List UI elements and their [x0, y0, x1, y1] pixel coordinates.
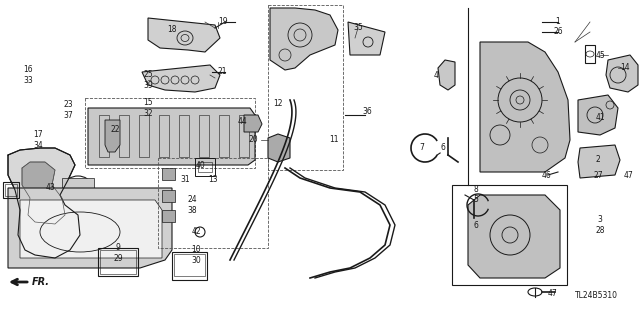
- Bar: [199, 115, 209, 157]
- Text: 8: 8: [474, 186, 478, 195]
- Text: 9
29: 9 29: [113, 243, 123, 263]
- Polygon shape: [162, 210, 175, 222]
- Text: 22: 22: [110, 125, 120, 135]
- Text: 12: 12: [273, 100, 283, 108]
- Bar: [159, 115, 169, 157]
- Bar: [585, 45, 595, 63]
- Text: 43: 43: [45, 183, 55, 192]
- Polygon shape: [148, 18, 220, 52]
- Polygon shape: [348, 22, 385, 55]
- Bar: [158, 158, 268, 248]
- Text: 40: 40: [195, 160, 205, 169]
- Text: 13: 13: [208, 175, 218, 184]
- Text: 4: 4: [433, 70, 438, 79]
- Polygon shape: [8, 148, 80, 258]
- Bar: [452, 185, 567, 285]
- Polygon shape: [578, 95, 618, 135]
- Bar: [139, 115, 149, 157]
- Bar: [179, 115, 189, 157]
- Text: 42: 42: [191, 227, 201, 236]
- Text: 10
30: 10 30: [191, 245, 201, 265]
- Bar: [5, 184, 17, 196]
- Text: 25
39: 25 39: [143, 70, 153, 90]
- Text: 5: 5: [474, 196, 479, 204]
- Polygon shape: [578, 145, 620, 178]
- Text: 36: 36: [362, 108, 372, 116]
- Bar: [3, 182, 19, 198]
- Text: 6: 6: [440, 144, 445, 152]
- Text: 27: 27: [593, 170, 603, 180]
- Polygon shape: [20, 200, 162, 258]
- Polygon shape: [62, 178, 94, 192]
- Text: 47: 47: [548, 288, 558, 298]
- Text: 47: 47: [623, 170, 633, 180]
- Polygon shape: [606, 55, 638, 92]
- Text: 35: 35: [353, 24, 363, 33]
- Polygon shape: [142, 65, 220, 92]
- Bar: [85, 98, 255, 168]
- Bar: [119, 115, 129, 157]
- Polygon shape: [438, 60, 455, 90]
- Text: FR.: FR.: [32, 277, 50, 287]
- Text: 7: 7: [420, 144, 424, 152]
- Text: 20: 20: [248, 136, 258, 145]
- Polygon shape: [244, 115, 262, 132]
- Bar: [198, 162, 212, 172]
- Text: 23
37: 23 37: [63, 100, 73, 120]
- Polygon shape: [105, 120, 120, 152]
- Bar: [172, 252, 207, 280]
- Bar: [98, 248, 138, 276]
- Text: 21: 21: [218, 68, 227, 77]
- Text: 15
32: 15 32: [143, 98, 153, 118]
- Text: 2: 2: [596, 155, 600, 165]
- Text: 18: 18: [167, 26, 177, 34]
- Polygon shape: [22, 162, 65, 224]
- Polygon shape: [88, 108, 255, 165]
- Polygon shape: [468, 195, 560, 278]
- Text: 19: 19: [218, 18, 228, 26]
- Text: 46: 46: [542, 170, 552, 180]
- Bar: [100, 250, 136, 274]
- Text: 26: 26: [553, 27, 563, 36]
- Text: 44: 44: [238, 117, 248, 127]
- Bar: [219, 115, 229, 157]
- Text: 11: 11: [329, 136, 339, 145]
- Text: 1: 1: [556, 18, 561, 26]
- Text: 14: 14: [620, 63, 630, 72]
- Text: 3
28: 3 28: [595, 215, 605, 235]
- Polygon shape: [162, 190, 175, 202]
- Bar: [268, 5, 343, 170]
- Text: 31: 31: [180, 175, 190, 184]
- Polygon shape: [8, 188, 172, 268]
- Bar: [195, 158, 215, 176]
- Text: 41: 41: [595, 114, 605, 122]
- Text: 45: 45: [595, 50, 605, 60]
- Polygon shape: [270, 8, 338, 70]
- Text: TL24B5310: TL24B5310: [575, 291, 618, 300]
- Polygon shape: [268, 134, 290, 162]
- Bar: [239, 115, 249, 157]
- Bar: [174, 254, 205, 276]
- Text: 17
34: 17 34: [33, 130, 43, 150]
- Text: 6: 6: [474, 220, 479, 229]
- Text: 16
33: 16 33: [23, 65, 33, 85]
- Polygon shape: [162, 168, 175, 180]
- Polygon shape: [480, 42, 570, 172]
- Text: 24
38: 24 38: [187, 195, 197, 215]
- Bar: [99, 115, 109, 157]
